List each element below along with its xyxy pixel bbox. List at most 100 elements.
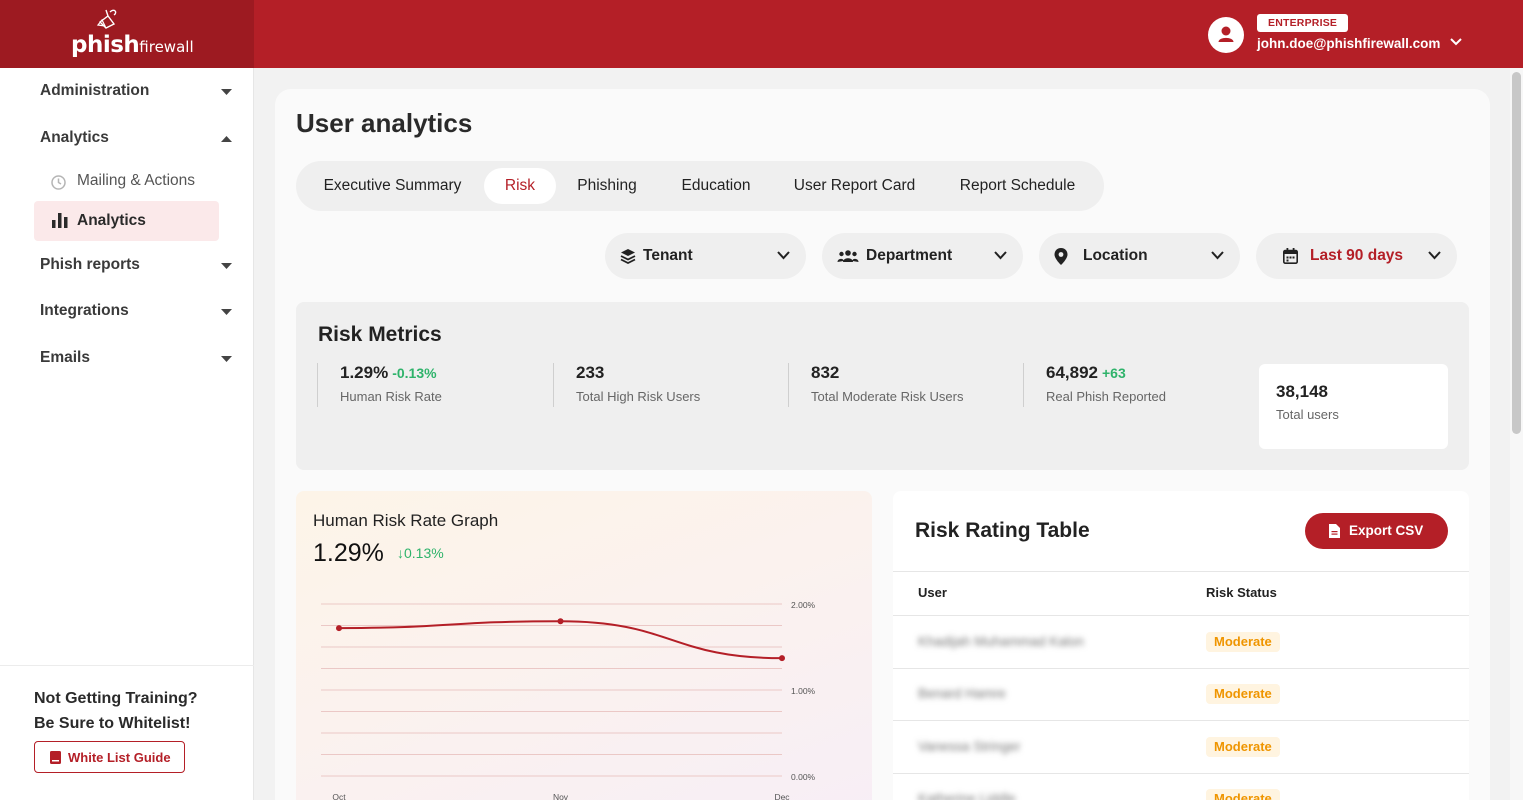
promo-line-1: Not Getting Training? xyxy=(34,690,198,707)
data-point[interactable] xyxy=(779,655,785,662)
scrollbar-thumb[interactable] xyxy=(1512,72,1521,434)
metric-label: Real Phish Reported xyxy=(1046,389,1166,404)
total-users-card: 38,148 Total users xyxy=(1259,364,1448,449)
x-tick-label: Dec xyxy=(774,792,790,800)
table-divider xyxy=(893,668,1469,669)
metric-label: Total High Risk Users xyxy=(576,389,701,404)
sidebar-item-analytics[interactable]: Analytics xyxy=(40,129,232,153)
avatar[interactable] xyxy=(1208,17,1244,53)
sidebar-item-integrations[interactable]: Integrations xyxy=(40,302,232,326)
user-icon xyxy=(1218,26,1234,42)
metric-human-risk-rate: 1.29% -0.13% Human Risk Rate xyxy=(317,363,442,407)
tab-executive-summary[interactable]: Executive Summary xyxy=(323,177,462,194)
graph-value: 1.29% xyxy=(313,539,384,567)
sidebar-subitem-label: Analytics xyxy=(77,212,146,229)
tab-phishing[interactable]: Phishing xyxy=(577,177,637,194)
sidebar-item-administration[interactable]: Administration xyxy=(40,82,232,106)
y-tick-label: 0.00% xyxy=(791,772,816,782)
analytics-tabs: Executive Summary Risk Phishing Educatio… xyxy=(296,161,1104,211)
chevron-down-icon xyxy=(777,251,790,260)
sidebar-item-label: Integrations xyxy=(40,302,129,319)
caret-down-icon xyxy=(221,356,232,362)
department-filter[interactable]: Department xyxy=(822,233,1023,279)
graph-delta: ↓0.13% xyxy=(397,545,444,561)
logo-mark-icon xyxy=(96,9,117,29)
table-row-user[interactable]: Khadijah Muhammad Kalon xyxy=(918,634,1084,649)
chevron-down-icon[interactable] xyxy=(1450,38,1462,46)
users-icon xyxy=(837,250,859,262)
series-line xyxy=(338,620,783,660)
data-point[interactable] xyxy=(336,625,342,632)
total-users-label: Total users xyxy=(1276,407,1339,422)
sidebar-subitem-label: Mailing & Actions xyxy=(77,172,196,189)
table-divider xyxy=(893,720,1469,721)
chevron-down-icon xyxy=(1428,251,1441,260)
calendar-icon xyxy=(1283,248,1298,264)
metric-real-phish-reported: 64,892 +63 Real Phish Reported xyxy=(1023,363,1166,407)
whitelist-guide-label: White List Guide xyxy=(68,750,171,765)
map-pin-icon xyxy=(1054,248,1068,265)
status-badge: Moderate xyxy=(1206,684,1280,704)
sidebar-divider xyxy=(0,665,254,666)
status-badge: Moderate xyxy=(1206,789,1280,800)
x-tick-label: Nov xyxy=(553,792,569,800)
sidebar: Administration Analytics Mailing & Actio… xyxy=(0,68,254,800)
logo-area[interactable]: phishfirewall xyxy=(0,0,254,68)
metric-moderate-risk-users: 832 Total Moderate Risk Users xyxy=(788,363,963,407)
sidebar-item-label: Administration xyxy=(40,82,150,99)
export-csv-button[interactable]: Export CSV xyxy=(1305,513,1448,549)
y-tick-label: 1.00% xyxy=(791,686,816,696)
sidebar-item-label: Phish reports xyxy=(40,256,140,273)
promo-line-2: Be Sure to Whitelist! xyxy=(34,715,191,732)
table-divider xyxy=(893,615,1469,616)
metric-value: 832 xyxy=(811,363,840,382)
tab-user-report-card[interactable]: User Report Card xyxy=(793,177,916,194)
tab-education[interactable]: Education xyxy=(681,177,751,194)
chevron-down-icon xyxy=(994,251,1007,260)
department-filter-label: Department xyxy=(866,247,953,264)
plan-badge: ENTERPRISE xyxy=(1257,14,1349,32)
date-range-filter[interactable]: Last 90 days xyxy=(1256,233,1457,279)
date-range-label: Last 90 days xyxy=(1310,247,1404,264)
sidebar-item-label: Analytics xyxy=(40,129,109,146)
logo-main: phish xyxy=(71,32,140,58)
file-icon xyxy=(1329,524,1340,538)
table-row-user[interactable]: Benard Hamre xyxy=(918,686,1006,701)
status-badge: Moderate xyxy=(1206,737,1280,757)
metric-value: 233 xyxy=(576,363,605,382)
caret-down-icon xyxy=(221,89,232,95)
whitelist-promo: Not Getting Training? Be Sure to Whiteli… xyxy=(34,686,244,736)
total-users-value: 38,148 xyxy=(1276,382,1328,401)
sidebar-item-phish-reports[interactable]: Phish reports xyxy=(40,256,232,280)
human-risk-rate-graph-card xyxy=(296,491,872,800)
tenant-filter[interactable]: Tenant xyxy=(605,233,806,279)
whitelist-guide-button[interactable]: White List Guide xyxy=(34,741,185,773)
risk-metrics-title: Risk Metrics xyxy=(318,323,442,346)
location-filter[interactable]: Location xyxy=(1039,233,1240,279)
history-icon xyxy=(51,175,66,190)
user-email[interactable]: john.doe@phishfirewall.com xyxy=(1257,36,1441,51)
column-header-user[interactable]: User xyxy=(918,585,947,600)
metric-high-risk-users: 233 Total High Risk Users xyxy=(553,363,700,407)
caret-up-icon xyxy=(221,136,232,142)
page-title: User analytics xyxy=(296,108,473,138)
tenant-filter-label: Tenant xyxy=(643,247,693,264)
data-point[interactable] xyxy=(557,618,564,625)
sidebar-item-emails[interactable]: Emails xyxy=(40,349,232,373)
tab-risk[interactable]: Risk xyxy=(484,168,556,204)
human-risk-rate-chart[interactable]: 2.00% 1.00% 0.00% Oct Nov Dec xyxy=(296,590,872,800)
graph-title: Human Risk Rate Graph xyxy=(313,511,499,530)
tab-report-schedule[interactable]: Report Schedule xyxy=(959,177,1076,194)
metric-label: Total Moderate Risk Users xyxy=(811,389,964,404)
caret-down-icon xyxy=(221,263,232,269)
column-header-risk-status[interactable]: Risk Status xyxy=(1206,585,1277,600)
page-scrollbar[interactable] xyxy=(1510,68,1523,800)
table-row-user[interactable]: Katherine Liddle xyxy=(918,791,1016,800)
sidebar-subitem-analytics[interactable]: Analytics xyxy=(34,201,219,241)
chevron-down-icon xyxy=(1211,251,1224,260)
caret-down-icon xyxy=(221,309,232,315)
metric-value: 1.29% xyxy=(340,363,389,382)
export-csv-label: Export CSV xyxy=(1349,523,1424,538)
table-divider xyxy=(893,773,1469,774)
table-row-user[interactable]: Vanessa Stringer xyxy=(918,739,1021,754)
